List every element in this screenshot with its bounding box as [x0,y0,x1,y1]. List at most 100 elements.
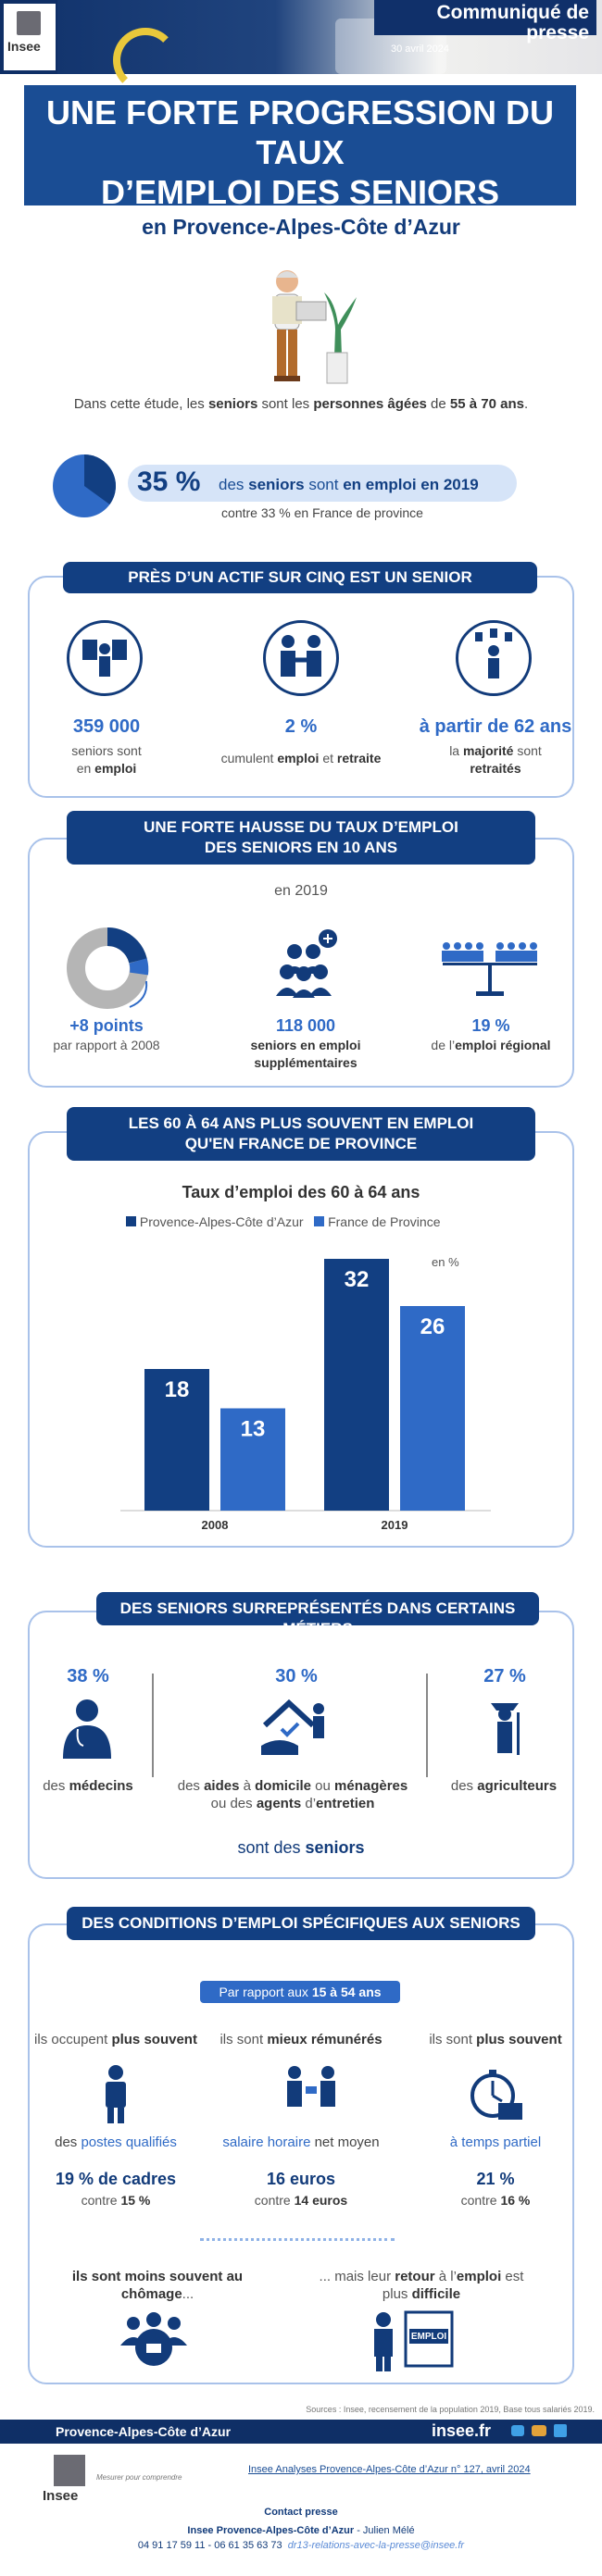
salary-icon [287,2066,335,2107]
headline-compare: contre 33 % en France de province [221,505,423,520]
title-line1: UNE FORTE PROGRESSION DU TAUX [45,93,555,171]
s1-label-1: seniors sont en emploi [71,743,142,776]
s2-value-1: +8 points [69,1016,144,1035]
s2-label-2: seniors en emploi supplémentaires [250,1038,361,1070]
s5-b2-text: ... mais leur retour à l’emploi est plus … [319,2269,524,2302]
job-return-icon [374,2310,454,2371]
bar-label-2008-0: 18 [165,1377,190,1402]
chart-title: Taux d’emploi des 60 à 64 ans [182,1183,420,1201]
contact-line: Insee Provence-Alpes-Côte d’Azur - Julie… [187,2525,415,2536]
footer-bar: Provence-Alpes-Côte d’Azur insee.fr [0,2420,602,2444]
part-time-icon [470,2070,522,2120]
insee-logo: Insee [4,4,56,70]
press-date: 30 avril 2024 [391,44,449,55]
s4-footer: sont des seniors [237,1838,365,1857]
insee-footer-logo: Insee [41,2455,93,2507]
legend-swatch-province [314,1216,325,1226]
publication-link[interactable]: Insee Analyses Provence-Alpes-Côte d’Azu… [248,2464,531,2475]
unemployment-icon [120,2312,187,2366]
headline-text: des seniors sont en emploi en 2019 [219,476,479,493]
handshake-icon [263,620,339,696]
contact-title: Contact presse [264,2507,338,2518]
bar-chart: 18 13 2008 32 26 2019 [120,1259,491,1532]
s5-c2-compare: contre 14 euros [254,2193,348,2208]
job-sign-label: EMPLOI [410,2332,447,2342]
s4-label-3: des agriculteurs [450,1778,558,1794]
s2-label-3: de l’emploi régional [431,1038,551,1052]
bar-label-2019-0: 32 [345,1267,370,1292]
section5-title: DES CONDITIONS D’EMPLOI SPÉCIFIQUES AUX … [67,1907,535,1940]
s4-value-1: 38 % [67,1666,109,1686]
contact-phone-email: 04 91 17 59 11 - 06 61 35 63 73 dr13-rel… [137,2540,465,2551]
executive-icon [106,2065,126,2123]
legend-swatch-paca [126,1216,136,1226]
s5-b1-text: ils sont moins souvent au chômage... [71,2269,244,2302]
region-subtitle: en Provence-Alpes-Côte d’Azur [142,215,460,239]
press-release-tag: Communiqué de presse 30 avril 2024 [374,0,596,55]
s5-c3-value: 21 % [476,2170,515,2188]
farmer-icon [491,1703,520,1755]
rise-donut [67,927,149,1009]
bar-2019-1 [400,1306,465,1511]
s1-value-3: à partir de 62 ans [419,716,572,737]
home-help-icon [261,1699,324,1755]
bar-2019-0 [324,1259,389,1511]
chart-unit: en % [432,1255,459,1269]
s2-value-2: 118 000 [275,1016,336,1035]
s5-c1-compare: contre 15 % [81,2193,151,2208]
s4-label-2: des aides à domicile ou ménagères ou des … [177,1778,408,1811]
footer-region: Provence-Alpes-Côte d’Azur [56,2424,232,2439]
bar-label-2019-1: 26 [420,1314,445,1339]
s5-c1-sub: des postes qualifiés [55,2134,177,2150]
balance-icon [442,942,537,996]
headline-percent: 35 % [137,467,201,497]
section4-title: DES SENIORS SURREPRÉSENTÉS DANS CERTAINS… [96,1592,539,1637]
share-pie [53,454,116,517]
s4-value-3: 27 % [483,1666,526,1686]
s1-label-3: la majorité sont retraités [449,743,542,776]
headline-pill [128,465,517,502]
s4-value-2: 30 % [275,1666,318,1686]
dotted-divider [200,2238,395,2241]
s1-value-2: 2 % [284,716,318,737]
chart-legend: Provence-Alpes-Côte d’Azur France de Pro… [126,1214,496,1229]
s5-c1-head: ils occupent plus souvent [34,2032,197,2047]
linkedin-icon[interactable] [554,2424,567,2437]
title-line2: D’EMPLOI DES SENIORS [100,173,500,211]
bar-2008-0 [144,1369,209,1511]
s1-value-1: 359 000 [72,716,141,737]
s5-c1-value: 19 % de cadres [55,2170,177,2188]
s5-c2-value: 16 euros [266,2170,336,2188]
divider [426,1674,428,1777]
bar-label-2008-1: 13 [241,1417,266,1442]
press-title: Communiqué de presse [436,2,589,44]
s5-c3-compare: contre 16 % [460,2193,531,2208]
people-group-icon [276,929,337,998]
s5-c2-head: ils sont mieux rémunérés [219,2032,383,2047]
legend-label-paca: Provence-Alpes-Côte d’Azur [139,1214,304,1229]
section1-title: PRÈS D’UN ACTIF SUR CINQ EST UN SENIOR [63,562,537,593]
x-tick-2019: 2019 [382,1518,408,1532]
senior-worker-icon [272,270,357,384]
legend-label-province: France de Province [328,1214,441,1229]
youtube-icon[interactable] [532,2425,546,2436]
s4-label-1: des médecins [43,1778,133,1794]
title-box: UNE FORTE PROGRESSION DU TAUX D’EMPLOI D… [24,85,576,240]
s1-label-2: cumulent emploi et retraite [220,751,382,765]
sources: Sources : Insee, recensement de la popul… [306,2405,595,2414]
section2-title: UNE FORTE HAUSSE DU TAUX D’EMPLOI DES SEN… [67,811,535,865]
s5-c3-head: ils sont plus souvent [429,2032,562,2047]
twitter-icon[interactable] [511,2425,524,2436]
workers-icon [67,620,143,696]
section3-title: LES 60 À 64 ANS PLUS SOUVENT EN EMPLOI QU… [67,1107,535,1161]
divider [152,1674,154,1777]
s5-c2-sub: salaire horaire net moyen [222,2134,380,2150]
insee-site-link[interactable]: insee.fr [432,2421,492,2440]
s2-value-3: 19 % [471,1016,510,1035]
comparison-pill: Par rapport aux 15 à 54 ans [200,1981,400,2003]
bar-2008-1 [220,1408,285,1511]
x-tick-2008: 2008 [202,1518,229,1532]
slogan: Mesurer pour comprendre [96,2473,182,2482]
s2-year: en 2019 [274,883,328,899]
press-email-link[interactable]: dr13-relations-avec-la-presse@insee.fr [287,2540,465,2551]
